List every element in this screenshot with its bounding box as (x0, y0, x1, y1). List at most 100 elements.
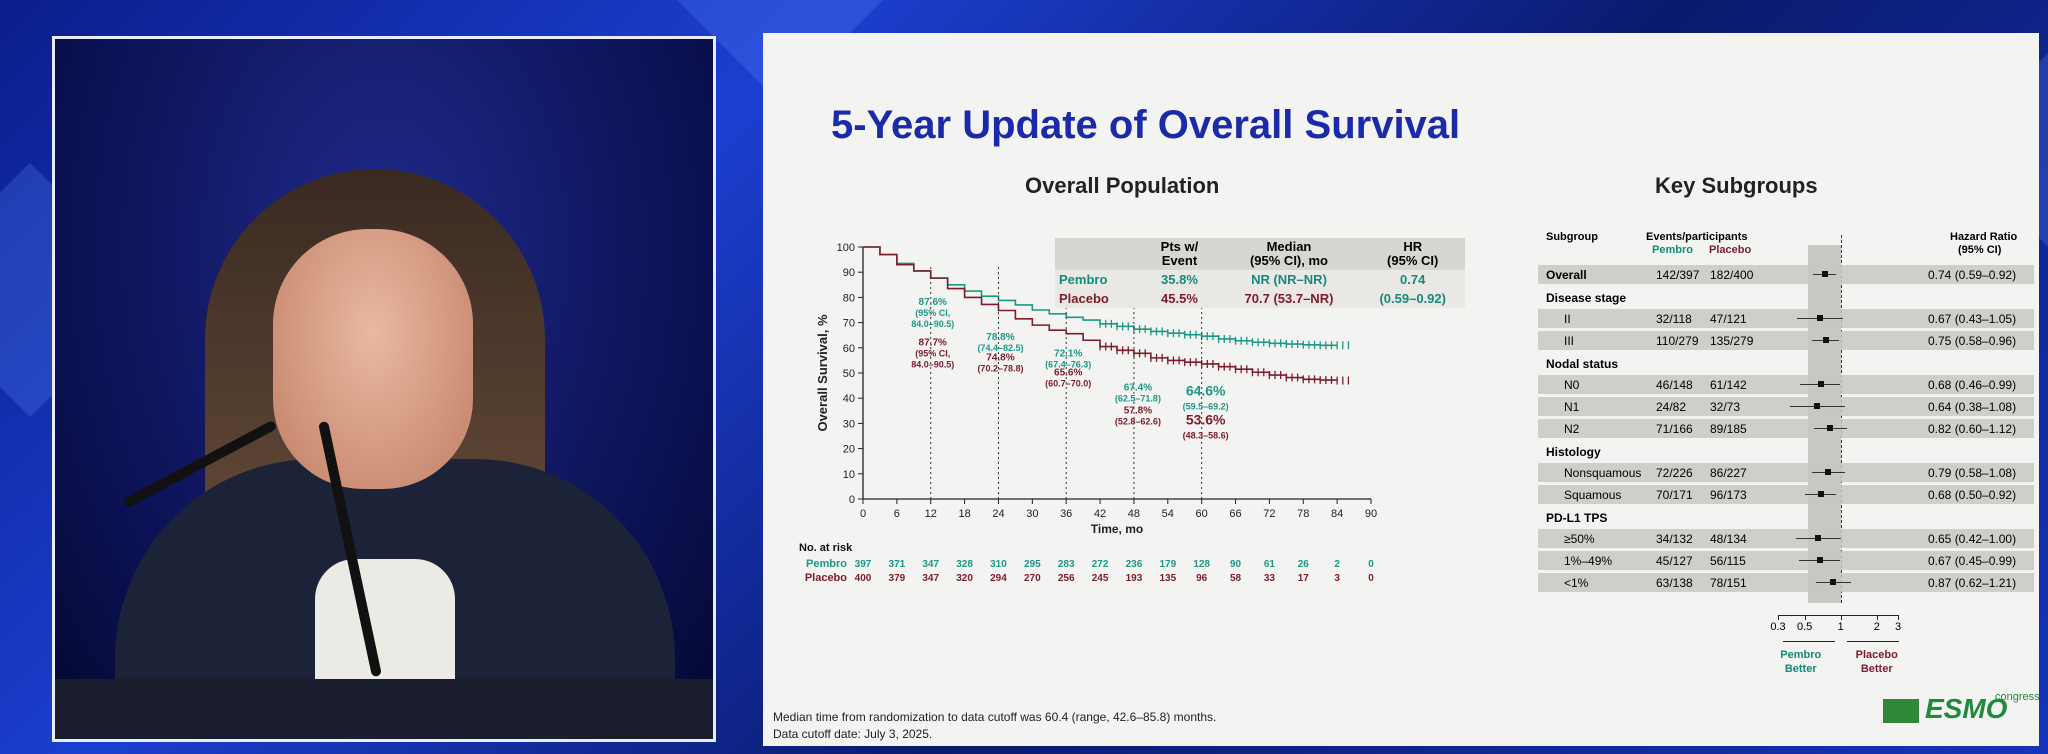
annotation-placebo-ci: 84.0–90.5) (911, 359, 954, 369)
at-risk-pembro-value: 272 (1092, 559, 1109, 570)
pembro-better-label: Pembro (1780, 649, 1822, 661)
hr-point (1816, 315, 1823, 321)
hr-point (1827, 425, 1834, 431)
y-tick-label: 80 (843, 292, 855, 304)
subgroup-label: <1% (1564, 576, 1589, 590)
at-risk-placebo-value: 135 (1159, 573, 1176, 584)
x-tick-label: 48 (1128, 508, 1140, 520)
y-tick-label: 50 (843, 368, 855, 380)
x-tick-label: 36 (1060, 508, 1072, 520)
legend-event: 35.8% (1161, 272, 1198, 287)
y-tick-label: 60 (843, 343, 855, 355)
subgroup-label: ≥50% (1564, 532, 1595, 546)
subgroup-header: Nodal status (1546, 357, 1619, 371)
slide: 5-Year Update of Overall Survival Overal… (763, 33, 2040, 746)
at-risk-placebo-value: 17 (1298, 573, 1310, 584)
legend-row-pembro: Pembro 35.8% NR (NR–NR) 0.74 (1055, 270, 1465, 289)
at-risk-pembro-value: 283 (1058, 559, 1075, 570)
x-tick-label: 60 (1196, 508, 1208, 520)
at-risk-placebo-value: 245 (1092, 573, 1109, 584)
events-pembro: 142/397 (1656, 268, 1700, 282)
legend-median: 70.7 (53.7–NR) (1244, 291, 1334, 306)
events-pembro: 110/279 (1656, 334, 1699, 348)
at-risk-pembro-value: 26 (1298, 559, 1310, 570)
at-risk-placebo-label: Placebo (805, 572, 847, 584)
events-placebo: 182/400 (1710, 268, 1754, 282)
events-placebo: 48/134 (1710, 532, 1747, 546)
subgroup-label: N1 (1564, 400, 1580, 414)
subgroup-row (1538, 331, 2034, 350)
x-tick-label: 6 (894, 508, 900, 520)
podium (55, 679, 713, 739)
hr-text: 0.68 (0.50–0.92) (1928, 488, 2017, 502)
subgroup-row (1538, 265, 2034, 284)
events-pembro: 24/82 (1656, 400, 1687, 414)
x-tick-label: 90 (1365, 508, 1377, 520)
legend-hr: 0.74 (1400, 272, 1426, 287)
annotation-pembro-ci: 84.0–90.5) (911, 319, 954, 329)
subgroup-label: 1%–49% (1564, 554, 1613, 568)
col-header: Pembro (1652, 244, 1693, 256)
legend-median: NR (NR–NR) (1251, 272, 1327, 287)
x-tick-label: 24 (992, 508, 1004, 520)
forest-tick (1876, 615, 1878, 620)
forest-axis (1778, 615, 1898, 616)
subgroup-header: PD-L1 TPS (1546, 511, 1608, 525)
at-risk-pembro-value: 90 (1230, 559, 1242, 570)
hr-text: 0.75 (0.58–0.96) (1928, 334, 2017, 348)
subgroup-row (1538, 485, 2034, 504)
esmo-logo: ESMO congress (1883, 691, 2040, 731)
at-risk-placebo-value: 256 (1058, 573, 1075, 584)
forest-tick (1778, 615, 1779, 620)
annotation-pembro: 67.4% (1124, 383, 1152, 394)
y-tick-label: 90 (843, 267, 855, 279)
right-subtitle: Key Subgroups (1655, 173, 1818, 198)
at-risk-placebo-value: 193 (1126, 573, 1143, 584)
at-risk-pembro-value: 310 (990, 559, 1007, 570)
x-tick-label: 0 (860, 508, 866, 520)
events-pembro: 34/132 (1656, 532, 1693, 546)
hr-point (1825, 469, 1832, 475)
col-header: Hazard Ratio (1950, 231, 2018, 243)
annotation-placebo: 65.6% (1054, 368, 1082, 379)
hr-point (1814, 403, 1821, 409)
subgroup-row (1538, 309, 2034, 328)
at-risk-pembro-value: 0 (1368, 559, 1374, 570)
placebo-better-label: Better (1860, 663, 1893, 675)
at-risk-pembro-value: 397 (855, 559, 872, 570)
legend-header: Pts w/ Event (1141, 238, 1218, 270)
at-risk-placebo-value: 379 (889, 573, 906, 584)
legend-arm: Pembro (1059, 272, 1108, 287)
subgroup-label: Overall (1546, 268, 1587, 282)
at-risk-placebo-value: 270 (1024, 573, 1041, 584)
hr-point (1817, 491, 1824, 497)
pembro-better-label: Better (1784, 663, 1817, 675)
events-placebo: 32/73 (1710, 400, 1741, 414)
events-placebo: 89/185 (1710, 422, 1747, 436)
logo-badge (1883, 699, 1919, 723)
hr-point (1822, 271, 1829, 277)
subgroup-header: Disease stage (1546, 291, 1627, 305)
speaker-video (52, 36, 716, 742)
y-axis-label: Overall Survival, % (815, 314, 830, 432)
col-header: Events/participants (1646, 231, 1748, 243)
annotation-placebo: 87.7% (919, 337, 947, 348)
left-subtitle: Overall Population (1025, 173, 1220, 198)
forest-tick-label: 2 (1873, 621, 1880, 633)
annotation-placebo: 74.8% (986, 352, 1014, 363)
y-tick-label: 20 (843, 444, 855, 456)
at-risk-pembro-label: Pembro (806, 558, 847, 570)
footnote: Data cutoff date: July 3, 2025. (773, 727, 933, 741)
annotation-placebo-ci: (48.3–58.6) (1183, 431, 1229, 441)
hr-text: 0.67 (0.45–0.99) (1928, 554, 2017, 568)
subgroup-row (1538, 573, 2034, 592)
at-risk-pembro-value: 371 (889, 559, 906, 570)
at-risk-pembro-value: 61 (1264, 559, 1276, 570)
slide-title: 5-Year Update of Overall Survival (831, 103, 1461, 147)
events-placebo: 56/115 (1710, 554, 1746, 568)
events-placebo: 78/151 (1710, 576, 1747, 590)
annotation-pembro: 72.1% (1054, 349, 1082, 360)
hr-text: 0.74 (0.59–0.92) (1928, 268, 2017, 282)
x-tick-label: 78 (1297, 508, 1309, 520)
